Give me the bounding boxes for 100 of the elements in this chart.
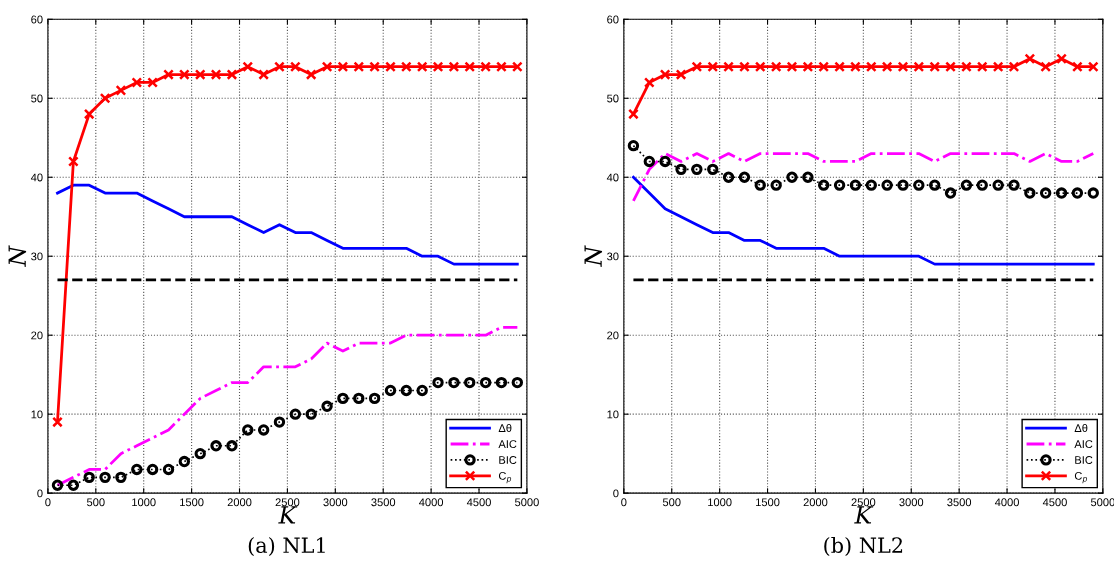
point <box>897 179 909 191</box>
point <box>628 108 639 120</box>
x-axis-title: K <box>854 506 874 524</box>
point <box>496 61 507 73</box>
legend-label: C$_{p}$ <box>498 471 512 484</box>
point <box>834 61 846 73</box>
point <box>1087 187 1099 199</box>
point <box>131 463 143 476</box>
point <box>976 179 988 191</box>
point <box>770 61 782 73</box>
point <box>210 440 222 452</box>
point <box>976 61 988 73</box>
point <box>464 61 476 73</box>
x-tick-label: 2500 <box>275 498 300 507</box>
point <box>738 171 751 183</box>
point <box>226 440 238 452</box>
point <box>849 179 862 191</box>
x-tick-label: 5000 <box>515 498 539 507</box>
legend-label: BIC <box>1075 456 1093 464</box>
point <box>289 61 301 73</box>
x-tick-label: 500 <box>662 498 681 507</box>
point <box>1071 61 1083 73</box>
x-tick-label: 1000 <box>132 498 156 507</box>
y-tick-label: 0 <box>613 489 619 498</box>
point <box>321 61 333 73</box>
point <box>416 384 428 397</box>
point <box>115 471 127 484</box>
point <box>739 61 750 73</box>
point <box>786 61 798 73</box>
point <box>754 61 766 73</box>
y-tick-label: 10 <box>607 410 619 419</box>
point <box>83 108 95 120</box>
point <box>448 376 460 389</box>
point <box>416 61 428 73</box>
point <box>1008 179 1020 191</box>
point <box>131 77 143 88</box>
point <box>913 61 925 73</box>
point <box>802 61 814 73</box>
point <box>210 69 222 80</box>
point <box>163 69 174 80</box>
point <box>913 179 925 191</box>
point <box>67 156 79 167</box>
point <box>817 179 830 191</box>
point <box>881 61 893 73</box>
x-tick-label: 4000 <box>994 498 1019 507</box>
point <box>305 408 317 420</box>
line-series <box>632 175 1095 266</box>
x-tick-label: 2500 <box>851 498 876 507</box>
y-axis-title: N <box>8 245 27 268</box>
point <box>448 61 460 73</box>
point <box>992 61 1004 73</box>
point <box>353 61 365 73</box>
point <box>1039 187 1052 199</box>
point <box>511 376 524 389</box>
x-tick-label: 2000 <box>803 498 828 507</box>
point <box>368 392 381 405</box>
y-axis-title: N <box>584 245 603 268</box>
point <box>1040 61 1052 73</box>
point <box>147 77 159 88</box>
point <box>659 155 671 168</box>
x-tick-label: 4500 <box>466 498 491 507</box>
point <box>385 61 396 73</box>
point <box>929 179 941 191</box>
point <box>479 376 492 389</box>
x-tick-label: 3500 <box>371 498 396 507</box>
x-tick-label: 1500 <box>180 498 204 507</box>
x-tick-label: 3000 <box>899 498 924 507</box>
point <box>369 61 381 73</box>
point <box>865 61 877 73</box>
point <box>384 384 397 397</box>
x-tick-label: 5000 <box>1090 498 1114 507</box>
point <box>321 400 333 412</box>
y-tick-label: 60 <box>607 15 619 24</box>
x-axis-title: K <box>278 506 298 524</box>
x-tick-label: 3000 <box>323 498 348 507</box>
point <box>337 392 349 405</box>
line-series <box>632 152 1095 203</box>
point <box>1008 61 1020 73</box>
text: (b) NL2 <box>824 536 903 556</box>
y-tick-label: 0 <box>37 489 43 498</box>
x-tick-label: 0 <box>621 498 627 507</box>
x-tick-label: 500 <box>86 498 105 507</box>
point <box>289 408 302 420</box>
x-tick-label: 2000 <box>227 498 252 507</box>
point <box>194 447 206 460</box>
legend-label: AIC <box>498 440 517 448</box>
point <box>194 69 206 80</box>
point <box>802 171 814 183</box>
x-tick-label: 1500 <box>756 498 780 507</box>
legend-label: AIC <box>1074 440 1093 448</box>
point <box>353 392 365 405</box>
point <box>464 376 476 389</box>
text: (a) NL1 <box>248 536 325 556</box>
point <box>675 69 687 80</box>
x-tick-label: 0 <box>45 498 51 507</box>
point <box>1056 53 1067 65</box>
y-tick-label: 10 <box>31 410 43 419</box>
point <box>659 69 671 80</box>
point <box>1071 187 1084 199</box>
y-tick-label: 40 <box>606 173 619 182</box>
